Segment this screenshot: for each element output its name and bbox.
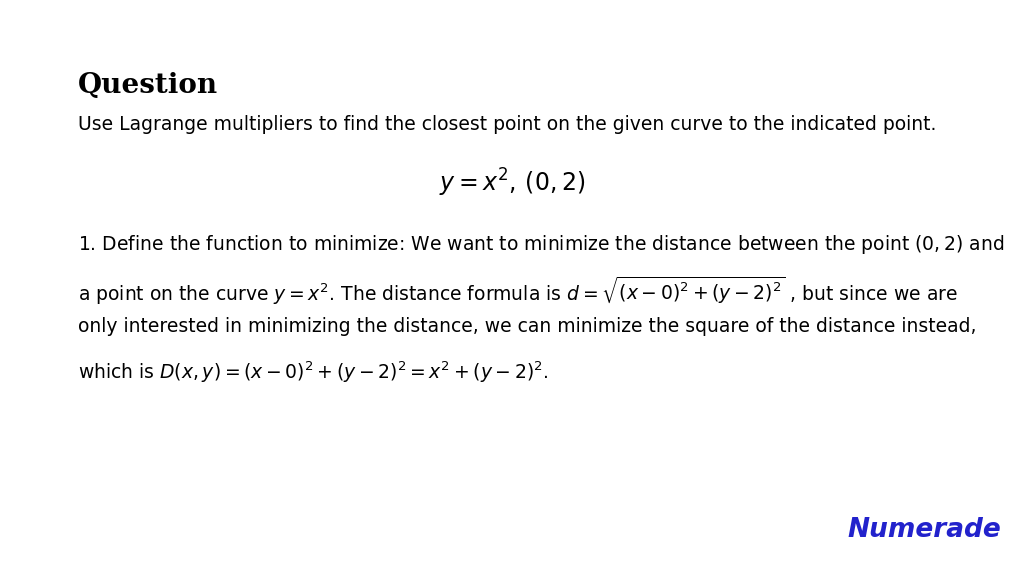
Text: Use Lagrange multipliers to find the closest point on the given curve to the ind: Use Lagrange multipliers to find the clo… — [78, 115, 936, 134]
Text: Question: Question — [78, 72, 218, 99]
Text: Numerade: Numerade — [848, 517, 1001, 543]
Text: only interested in minimizing the distance, we can minimize the square of the di: only interested in minimizing the distan… — [78, 317, 976, 336]
Text: $y = x^2, \,(0, 2)$: $y = x^2, \,(0, 2)$ — [439, 167, 585, 199]
Text: 1. Define the function to minimize: We want to minimize the distance between the: 1. Define the function to minimize: We w… — [78, 233, 1005, 256]
Text: which is $D(x, y) = (x - 0)^2 + (y - 2)^2 = x^2 + (y - 2)^2$.: which is $D(x, y) = (x - 0)^2 + (y - 2)^… — [78, 359, 548, 385]
Text: a point on the curve $y = x^2$. The distance formula is $d = \sqrt{(x - 0)^2 + (: a point on the curve $y = x^2$. The dist… — [78, 275, 957, 308]
